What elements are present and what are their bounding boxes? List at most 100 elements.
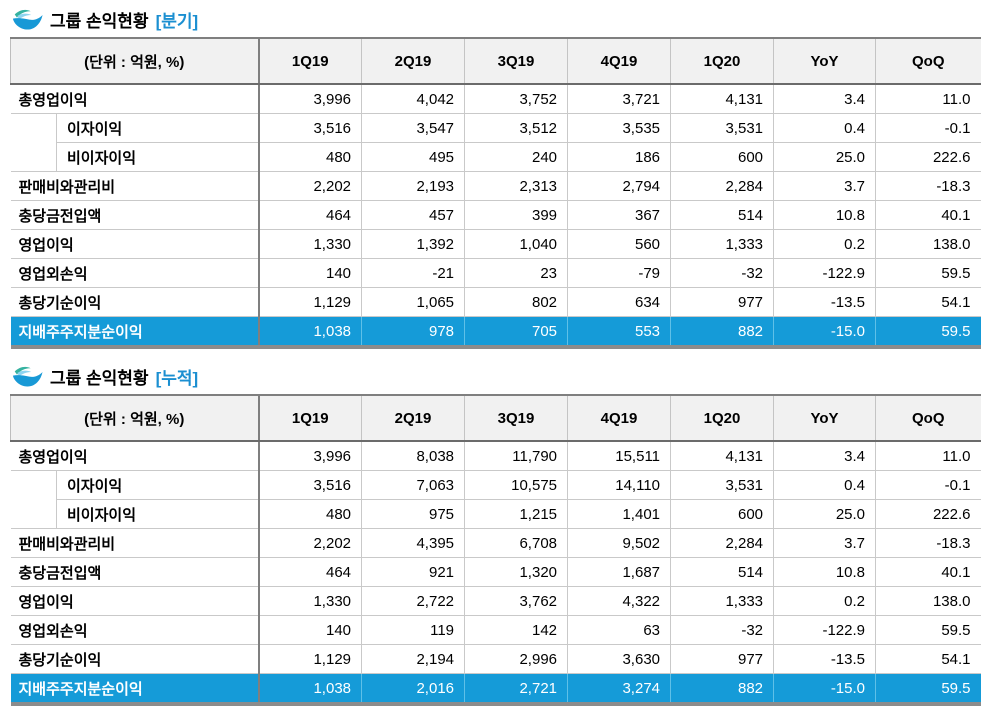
- row-label: 총영업이익: [10, 84, 260, 114]
- cell-value: 3.7: [773, 171, 876, 201]
- row-label: 충당금전입액: [10, 557, 260, 587]
- cell-value: 2,284: [670, 171, 774, 201]
- cell-value: 14,110: [567, 470, 671, 500]
- section-title-quarterly: 그룹 손익현황 [분기]: [12, 6, 1000, 32]
- row-label: 판매비와관리비: [10, 528, 260, 558]
- cell-value: 3,752: [464, 84, 568, 114]
- row-sublabel: 이자이익: [56, 113, 260, 143]
- cell-value: 59.5: [875, 258, 981, 288]
- cell-value: 3,547: [361, 113, 465, 143]
- bird-swoosh-icon: [12, 8, 43, 31]
- cell-value: 560: [567, 229, 671, 259]
- indent-spacer: [10, 113, 57, 172]
- cell-value: -0.1: [875, 470, 981, 500]
- cell-value: 367: [567, 200, 671, 230]
- table-row: 판매비와관리비 2,202 2,193 2,313 2,794 2,284 3.7 -18.3: [10, 171, 981, 201]
- cell-value: 25.0: [773, 499, 876, 529]
- cell-value: -79: [567, 258, 671, 288]
- cell-value: 1,038: [258, 316, 362, 347]
- cell-value: 15,511: [567, 441, 671, 471]
- cell-value: 1,065: [361, 287, 465, 317]
- table-row: 충당금전입액 464 457 399 367 514 10.8 40.1: [10, 200, 981, 230]
- cell-value: 514: [670, 200, 774, 230]
- cell-value: 3,531: [670, 113, 774, 143]
- cell-value: -15.0: [773, 316, 876, 347]
- cell-value: 59.5: [875, 615, 981, 645]
- cell-value: 138.0: [875, 229, 981, 259]
- cell-value: 480: [258, 142, 362, 172]
- table-row: 지배주주지분순이익 1,038 978 705 553 882 -15.0 59.5: [10, 316, 981, 347]
- cell-value: 1,392: [361, 229, 465, 259]
- cell-value: 1,687: [567, 557, 671, 587]
- cell-value: 457: [361, 200, 465, 230]
- cell-value: 2,794: [567, 171, 671, 201]
- cell-value: 634: [567, 287, 671, 317]
- cell-value: 40.1: [875, 200, 981, 230]
- row-label: 영업외손익: [10, 258, 260, 288]
- cell-value: 1,215: [464, 499, 568, 529]
- cell-value: 1,040: [464, 229, 568, 259]
- cell-value: 0.2: [773, 229, 876, 259]
- cell-value: 25.0: [773, 142, 876, 172]
- cell-value: 3,721: [567, 84, 671, 114]
- cell-value: -122.9: [773, 615, 876, 645]
- table-row: 비이자이익 480 975 1,215 1,401 600 25.0 222.6: [11, 499, 981, 529]
- column-header: 1Q20: [670, 395, 774, 442]
- cell-value: 4,322: [567, 586, 671, 616]
- column-header: 1Q19: [258, 38, 362, 85]
- cell-value: 977: [670, 644, 774, 674]
- section-quarterly: 그룹 손익현황 [분기] (단위 : 억원, %) 1Q19 2Q19 3Q19 4Q1…: [9, 6, 1000, 349]
- table-row: 지배주주지분순이익 1,038 2,016 2,721 3,274 882 -15.0 59.…: [10, 673, 981, 704]
- table-row: 총당기순이익 1,129 2,194 2,996 3,630 977 -13.5 54.1: [10, 644, 981, 674]
- cell-value: 1,129: [258, 644, 362, 674]
- row-label: 지배주주지분순이익: [10, 673, 260, 704]
- table-row: 총당기순이익 1,129 1,065 802 634 977 -13.5 54.1: [10, 287, 981, 317]
- cell-value: 3,762: [464, 586, 568, 616]
- column-header: 4Q19: [567, 395, 671, 442]
- cell-value: 54.1: [875, 644, 981, 674]
- cell-value: -15.0: [773, 673, 876, 704]
- pnl-table: (단위 : 억원, %) 1Q19 2Q19 3Q19 4Q19 1Q20 YoY QoQ 총영…: [9, 394, 981, 706]
- row-label: 총당기순이익: [10, 287, 260, 317]
- cell-value: 186: [567, 142, 671, 172]
- bird-swoosh-icon: [12, 365, 43, 388]
- cell-value: -0.1: [875, 113, 981, 143]
- cell-value: -122.9: [773, 258, 876, 288]
- column-header: QoQ: [875, 395, 981, 442]
- cell-value: 553: [567, 316, 671, 347]
- cell-value: 6,708: [464, 528, 568, 558]
- row-label: 영업외손익: [10, 615, 260, 645]
- cell-value: -18.3: [875, 528, 981, 558]
- table-row: 총영업이익 3,996 8,038 11,790 15,511 4,131 3.4 11.0: [10, 441, 981, 471]
- cell-value: 600: [670, 142, 774, 172]
- cell-value: 222.6: [875, 142, 981, 172]
- cell-value: 63: [567, 615, 671, 645]
- cell-value: 40.1: [875, 557, 981, 587]
- cell-value: 3,512: [464, 113, 568, 143]
- cell-value: 0.2: [773, 586, 876, 616]
- cell-value: 3,516: [258, 113, 362, 143]
- table-row: 이자이익 3,516 7,063 10,575 14,110 3,531 0.4 -0.1: [10, 470, 981, 529]
- cell-value: 4,395: [361, 528, 465, 558]
- cell-value: 3,535: [567, 113, 671, 143]
- column-header: QoQ: [875, 38, 981, 85]
- cell-value: 514: [670, 557, 774, 587]
- column-header: 3Q19: [464, 395, 568, 442]
- section-title-cumulative: 그룹 손익현황 [누적]: [12, 363, 1000, 389]
- cell-value: 3,996: [258, 84, 362, 114]
- pnl-table-cumulative-container: (단위 : 억원, %) 1Q19 2Q19 3Q19 4Q19 1Q20 YoY QoQ 총영…: [9, 394, 1000, 706]
- cell-value: 978: [361, 316, 465, 347]
- cell-value: -21: [361, 258, 465, 288]
- table-row: 판매비와관리비 2,202 4,395 6,708 9,502 2,284 3.7 -18.3: [10, 528, 981, 558]
- section-title-tag: [분기]: [155, 11, 199, 31]
- cell-value: 3.7: [773, 528, 876, 558]
- cell-value: 495: [361, 142, 465, 172]
- column-header: 2Q19: [361, 38, 465, 85]
- column-header: 4Q19: [567, 38, 671, 85]
- cell-value: 975: [361, 499, 465, 529]
- cell-value: 882: [670, 316, 774, 347]
- cell-value: 7,063: [361, 470, 465, 500]
- cell-value: 1,330: [258, 229, 362, 259]
- column-header: 2Q19: [361, 395, 465, 442]
- cell-value: 2,722: [361, 586, 465, 616]
